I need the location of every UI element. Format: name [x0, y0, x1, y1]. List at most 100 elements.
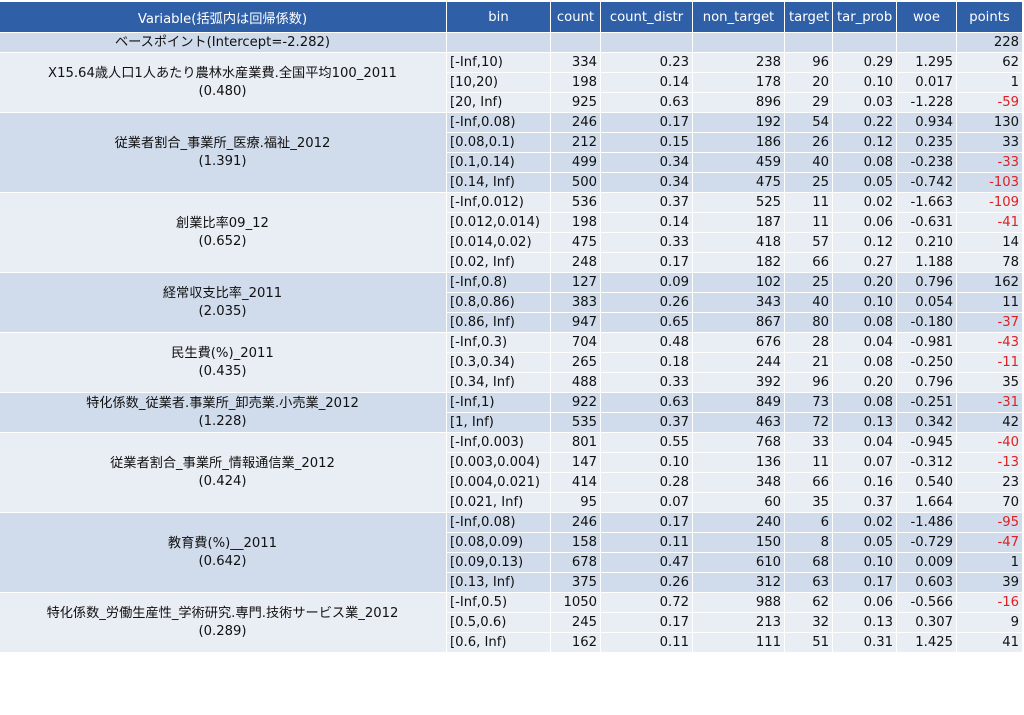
count-cell: 801 [550, 432, 601, 453]
table-row: 従業者割合_事業所_医療.福祉_2012 (1.391) [-Inf,0.08) 24… [0, 112, 1023, 193]
tar-prob-cell: 0.29 [832, 52, 897, 73]
count-cell: 488 [550, 372, 601, 393]
non-target-cell: 463 [692, 412, 785, 433]
header-count: count [550, 1, 601, 33]
target-cell: 96 [784, 52, 833, 73]
non-target-cell: 213 [692, 612, 785, 633]
table-row: [0.8,0.86) 383 0.26 343 40 0.10 0.054 11 [0, 292, 1023, 313]
variable-cell: X15.64歳人口1人あたり農林水産業費.全国平均100_2011 (0.480) [0, 52, 447, 113]
non-target-cell: 111 [692, 632, 785, 653]
bin-cell: [-Inf,0.8) [446, 272, 551, 293]
count-distr-cell: 0.17 [600, 112, 693, 133]
woe-cell: -0.251 [896, 392, 957, 413]
header-variable: Variable(括弧内は回帰係数) [0, 1, 447, 33]
target-cell: 20 [784, 72, 833, 93]
count-distr-cell: 0.09 [600, 272, 693, 293]
header-points: points [956, 1, 1023, 33]
count-distr-cell: 0.34 [600, 152, 693, 173]
table-row: [0.014,0.02) 475 0.33 418 57 0.12 0.210 14 [0, 232, 1023, 253]
target-cell: 28 [784, 332, 833, 353]
table-row: [0.08,0.1) 212 0.15 186 26 0.12 0.235 33 [0, 132, 1023, 153]
tar-prob-cell: 0.12 [832, 232, 897, 253]
base-empty-tar-prob [832, 32, 897, 53]
tar-prob-cell: 0.08 [832, 392, 897, 413]
target-cell: 11 [784, 452, 833, 473]
tar-prob-cell: 0.31 [832, 632, 897, 653]
header-bin: bin [446, 1, 551, 33]
table-row: [0.3,0.34) 265 0.18 244 21 0.08 -0.250 -11 [0, 352, 1023, 373]
non-target-cell: 676 [692, 332, 785, 353]
points-cell: 62 [956, 52, 1023, 73]
table-row: [0.34, Inf) 488 0.33 392 96 0.20 0.796 35 [0, 372, 1023, 393]
table-row: 民生費(%)_2011 (0.435) [-Inf,0.3) 704 0.48 676 28… [0, 332, 1023, 393]
woe-cell: -0.729 [896, 532, 957, 553]
count-distr-cell: 0.17 [600, 252, 693, 273]
non-target-cell: 186 [692, 132, 785, 153]
target-cell: 21 [784, 352, 833, 373]
count-distr-cell: 0.23 [600, 52, 693, 73]
variable-coefficient: (0.480) [198, 83, 247, 99]
tar-prob-cell: 0.05 [832, 532, 897, 553]
tar-prob-cell: 0.10 [832, 292, 897, 313]
base-empty-count [550, 32, 601, 53]
base-point-label: ベースポイント(Intercept=-2.282) [0, 32, 447, 53]
points-cell: 41 [956, 632, 1023, 653]
variable-name: 特化係数_労働生産性_学術研究.専門.技術サービス業_2012 [46, 605, 399, 621]
count-distr-cell: 0.55 [600, 432, 693, 453]
variable-name: 従業者割合_事業所_医療.福祉_2012 [114, 135, 331, 151]
target-cell: 6 [784, 512, 833, 533]
points-cell: -16 [956, 592, 1023, 613]
target-cell: 32 [784, 612, 833, 633]
target-cell: 11 [784, 212, 833, 233]
bin-cell: [-Inf,0.012) [446, 192, 551, 213]
non-target-cell: 244 [692, 352, 785, 373]
table-row: 経常収支比率_2011 (2.035) [-Inf,0.8) 127 0.09 102 25… [0, 272, 1023, 333]
variable-cell: 従業者割合_事業所_情報通信業_2012 (0.424) [0, 432, 447, 513]
variable-cell: 経常収支比率_2011 (2.035) [0, 272, 447, 333]
woe-cell: -0.250 [896, 352, 957, 373]
table-row: [0.86, Inf) 947 0.65 867 80 0.08 -0.180 -37 [0, 312, 1023, 333]
count-distr-cell: 0.07 [600, 492, 693, 513]
header-woe: woe [896, 1, 957, 33]
bin-cell: [0.8,0.86) [446, 292, 551, 313]
variable-cell: 従業者割合_事業所_医療.福祉_2012 (1.391) [0, 112, 447, 193]
variable-coefficient: (0.289) [198, 623, 247, 639]
bin-cell: [-Inf,0.3) [446, 332, 551, 353]
non-target-cell: 475 [692, 172, 785, 193]
woe-cell: 0.307 [896, 612, 957, 633]
target-cell: 35 [784, 492, 833, 513]
count-cell: 375 [550, 572, 601, 593]
count-distr-cell: 0.63 [600, 392, 693, 413]
bin-cell: [-Inf,0.5) [446, 592, 551, 613]
count-cell: 1050 [550, 592, 601, 613]
points-cell: -31 [956, 392, 1023, 413]
points-cell: 70 [956, 492, 1023, 513]
tar-prob-cell: 0.13 [832, 612, 897, 633]
count-cell: 499 [550, 152, 601, 173]
tar-prob-cell: 0.27 [832, 252, 897, 273]
base-empty-bin [446, 32, 551, 53]
count-distr-cell: 0.14 [600, 212, 693, 233]
non-target-cell: 392 [692, 372, 785, 393]
variable-name: 民生費(%)_2011 [171, 345, 274, 361]
count-cell: 198 [550, 212, 601, 233]
woe-cell: -0.981 [896, 332, 957, 353]
count-distr-cell: 0.33 [600, 232, 693, 253]
target-cell: 8 [784, 532, 833, 553]
points-cell: -37 [956, 312, 1023, 333]
bin-cell: [1, Inf) [446, 412, 551, 433]
header-non-target: non_target [692, 1, 785, 33]
target-cell: 72 [784, 412, 833, 433]
woe-cell: -0.631 [896, 212, 957, 233]
non-target-cell: 136 [692, 452, 785, 473]
table-row: [0.13, Inf) 375 0.26 312 63 0.17 0.603 39 [0, 572, 1023, 593]
target-cell: 62 [784, 592, 833, 613]
woe-cell: 0.017 [896, 72, 957, 93]
woe-cell: 0.009 [896, 552, 957, 573]
variable-name: 創業比率09_12 [176, 215, 269, 231]
points-cell: 35 [956, 372, 1023, 393]
bin-cell: [0.09,0.13) [446, 552, 551, 573]
count-cell: 95 [550, 492, 601, 513]
bin-cell: [20, Inf) [446, 92, 551, 113]
count-distr-cell: 0.14 [600, 72, 693, 93]
